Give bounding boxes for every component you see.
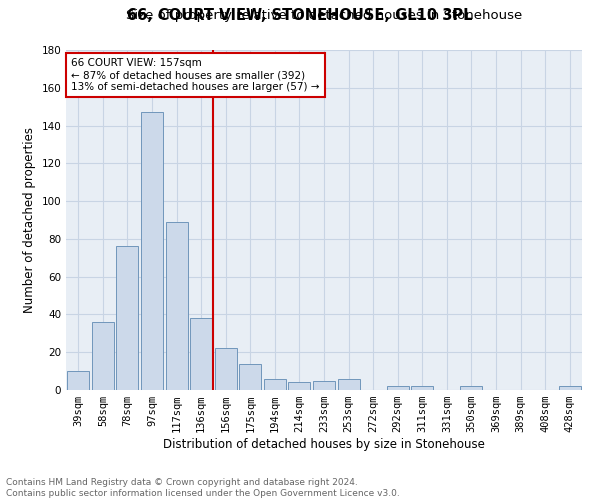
Bar (67, 371, 89, 390)
Text: Contains HM Land Registry data © Crown copyright and database right 2024.
Contai: Contains HM Land Registry data © Crown c… (6, 478, 400, 498)
Bar (239, 364, 262, 390)
Bar (386, 386, 409, 390)
Bar (141, 112, 163, 390)
Bar (313, 380, 335, 390)
Y-axis label: Number of detached properties: Number of detached properties (23, 127, 36, 313)
Bar (338, 378, 359, 390)
Title: Size of property relative to detached houses in Stonehouse: Size of property relative to detached ho… (126, 10, 522, 22)
Bar (215, 348, 237, 390)
Text: 66, COURT VIEW, STONEHOUSE, GL10 3PL: 66, COURT VIEW, STONEHOUSE, GL10 3PL (127, 8, 473, 22)
Bar (166, 222, 188, 390)
Bar (264, 378, 286, 390)
Bar (559, 386, 581, 390)
Text: 66 COURT VIEW: 157sqm
← 87% of detached houses are smaller (392)
13% of semi-det: 66 COURT VIEW: 157sqm ← 87% of detached … (71, 58, 320, 92)
Bar (116, 246, 139, 390)
Bar (190, 318, 212, 390)
Bar (411, 386, 433, 390)
X-axis label: Distribution of detached houses by size in Stonehouse: Distribution of detached houses by size … (163, 438, 485, 451)
Bar (92, 322, 114, 390)
Bar (289, 382, 310, 390)
Bar (460, 386, 482, 390)
